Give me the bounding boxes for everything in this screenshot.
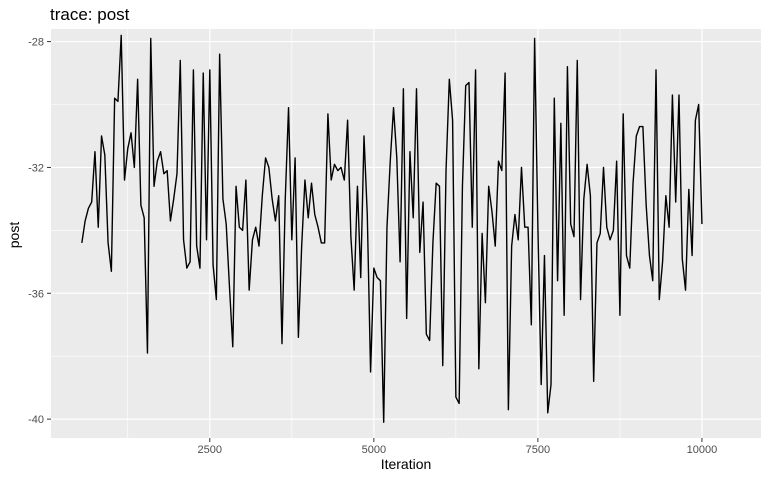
x-axis: 2500 5000 7500 10000 [198,438,718,456]
x-tick-label: 10000 [687,444,718,456]
y-tick-label: -28 [28,37,44,49]
x-tick-label: 7500 [526,444,550,456]
y-tick-label: -36 [28,288,44,300]
x-tick-label: 2500 [198,444,222,456]
x-axis-title: Iteration [381,456,432,472]
chart-title: trace: post [50,5,130,24]
y-axis: -28 -32 -36 -40 [28,37,51,426]
y-tick-label: -40 [28,414,44,426]
y-axis-title: post [6,222,22,249]
trace-line [81,34,703,423]
x-tick-label: 5000 [362,444,386,456]
y-tick-label: -32 [28,162,44,174]
